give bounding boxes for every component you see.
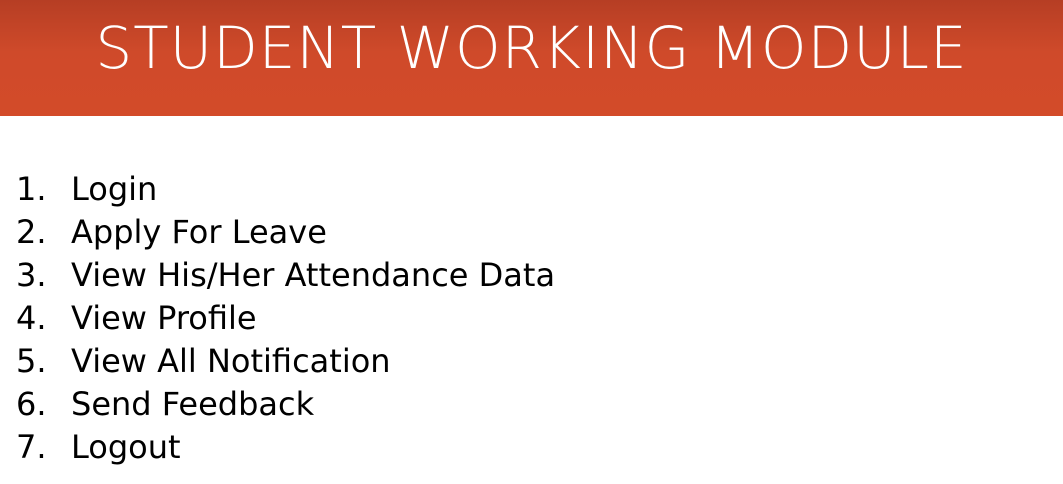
list-item-feedback: 6. Send Feedback bbox=[16, 385, 555, 428]
list-item-label: View All Notification bbox=[71, 342, 391, 380]
list-item-attendance: 3. View His/Her Attendance Data bbox=[16, 256, 555, 299]
list-item-label: Apply For Leave bbox=[71, 213, 327, 251]
feature-list: 1. Login 2. Apply For Leave 3. View His/… bbox=[16, 170, 555, 471]
list-item-number: 4. bbox=[16, 299, 47, 337]
list-item-notifications: 5. View All Notification bbox=[16, 342, 555, 385]
list-item-number: 2. bbox=[16, 213, 47, 251]
list-item-label: Login bbox=[71, 170, 158, 208]
list-item-label: View Profile bbox=[71, 299, 257, 337]
list-item-label: Send Feedback bbox=[71, 385, 315, 423]
page-title: STUDENT WORKING MODULE bbox=[95, 14, 968, 82]
title-bar: STUDENT WORKING MODULE bbox=[0, 0, 1063, 116]
list-item-number: 7. bbox=[16, 428, 47, 466]
list-item-apply-leave: 2. Apply For Leave bbox=[16, 213, 555, 256]
list-item-profile: 4. View Profile bbox=[16, 299, 555, 342]
list-item-number: 5. bbox=[16, 342, 47, 380]
list-item-logout: 7. Logout bbox=[16, 428, 555, 471]
list-item-label: View His/Her Attendance Data bbox=[71, 256, 556, 294]
list-item-login: 1. Login bbox=[16, 170, 555, 213]
list-item-number: 3. bbox=[16, 256, 47, 294]
list-item-label: Logout bbox=[71, 428, 181, 466]
list-item-number: 1. bbox=[16, 170, 47, 208]
list-item-number: 6. bbox=[16, 385, 47, 423]
